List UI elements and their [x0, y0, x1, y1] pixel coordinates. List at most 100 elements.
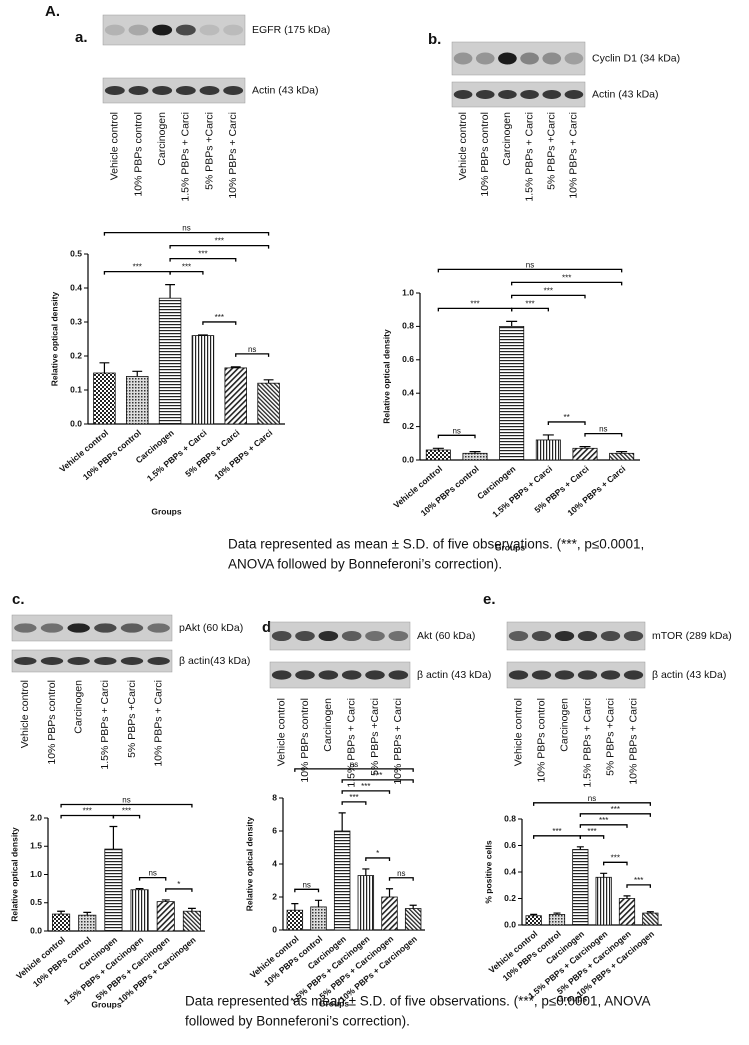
bar: [104, 848, 123, 932]
blot-band: [223, 24, 244, 36]
significance-bracket: [169, 257, 237, 262]
caption: ANOVA followed by Bonneferoni’s correcti…: [228, 557, 502, 572]
x-tick-label: 10% PBPs control: [81, 428, 143, 482]
significance-bracket: [388, 877, 414, 881]
bar: [525, 915, 542, 926]
blot-band: [40, 623, 64, 633]
y-axis-label: Relative optical density: [49, 291, 59, 386]
lane-label: 1.5% PBPs + Carci: [345, 698, 357, 788]
error-bar: [57, 910, 66, 915]
bar: [572, 447, 598, 461]
significance-bracket: [169, 270, 204, 275]
x-axis-label: Groups: [151, 506, 181, 516]
error-bar: [553, 912, 561, 915]
panel-label: e.: [483, 591, 496, 608]
blot-strip: [11, 649, 173, 673]
significance-bracket: [437, 434, 476, 439]
blot-band: [94, 623, 117, 633]
blot-band: [175, 24, 196, 36]
lane-label: 10% PBPs control: [46, 680, 58, 765]
significance-bracket: [626, 884, 651, 888]
significance-label: ***: [182, 263, 191, 272]
significance-bracket: [584, 432, 623, 437]
significance-label: ***: [552, 827, 561, 836]
significance-bracket: [341, 779, 414, 783]
blot-band: [104, 24, 125, 36]
x-axis-label: Groups: [495, 542, 525, 552]
significance-bracket: [437, 268, 623, 273]
blot-band: [271, 670, 292, 680]
significance-label: ns: [148, 869, 156, 878]
y-axis-label: Relative optical density: [381, 329, 391, 424]
blot-band: [175, 86, 196, 95]
lane-label: 10% PBPs + Carci: [392, 698, 404, 785]
significance-label: ***: [544, 286, 553, 295]
lane-label: 10% PBPs control: [299, 698, 311, 783]
blot-band: [152, 86, 173, 95]
significance-label: ***: [525, 299, 534, 308]
bar: [357, 875, 375, 931]
blot-band: [40, 657, 64, 665]
y-tick-label: 0.4: [402, 387, 414, 397]
significance-bracket: [533, 802, 651, 806]
panel-label: a.: [75, 29, 88, 46]
lane-label: Carcinogen: [322, 698, 334, 752]
blot-band: [147, 623, 170, 633]
blot-band: [147, 657, 170, 665]
lane-label: 10% PBPs control: [535, 698, 547, 783]
blot-band: [577, 670, 598, 680]
blot-band: [600, 670, 621, 680]
error-bar: [314, 899, 323, 907]
bar: [158, 297, 182, 425]
band-label: Cyclin D1 (34 kDa): [592, 52, 680, 64]
bar: [191, 335, 215, 425]
significance-label: ns: [248, 345, 256, 354]
significance-bracket: [533, 835, 581, 839]
blot-strip: [506, 661, 646, 689]
band-label: Actin (43 kDa): [592, 88, 659, 100]
y-axis-label: Relative optical density: [244, 816, 254, 911]
band-label: β actin(43 kDa): [179, 655, 250, 667]
bar: [156, 901, 175, 932]
lane-label: Carcinogen: [72, 680, 84, 734]
significance-label: ns: [122, 796, 130, 805]
blot-band: [531, 630, 552, 642]
error-bar: [530, 913, 538, 916]
y-tick-label: 6: [272, 825, 277, 835]
error-bar: [600, 872, 608, 878]
blot-band: [623, 630, 644, 642]
error-bar: [165, 284, 176, 299]
blot-band: [14, 657, 37, 665]
error-bar: [263, 379, 274, 384]
blot-band: [520, 90, 539, 99]
lane-label: 10% PBPs + Carci: [627, 698, 639, 785]
error-bar: [197, 334, 208, 336]
lane-label: 5% PBPs +Carci: [203, 112, 215, 190]
bar: [130, 889, 149, 932]
bar: [333, 830, 351, 931]
blot-band: [508, 630, 529, 642]
error-bar: [409, 904, 417, 909]
significance-label: ns: [350, 760, 358, 769]
bar: [618, 898, 636, 926]
significance-bracket: [437, 307, 513, 312]
significance-bracket: [294, 888, 320, 893]
blot-band: [498, 90, 517, 99]
error-bar: [579, 446, 591, 449]
band-label: β actin (43 kDa): [417, 669, 491, 681]
significance-bracket: [603, 861, 628, 866]
significance-label: ns: [599, 425, 607, 434]
blot-band: [388, 670, 409, 680]
lane-label: Carcinogen: [501, 112, 513, 166]
error-bar: [109, 825, 118, 850]
y-tick-label: 8: [272, 792, 277, 802]
lane-label: Carcinogen: [558, 698, 570, 752]
significance-label: ns: [397, 869, 405, 878]
error-bar: [230, 366, 241, 368]
significance-label: ns: [526, 260, 534, 269]
significance-label: *: [177, 880, 180, 889]
lane-label: 10% PBPs control: [132, 112, 144, 197]
lane-label: Vehicle control: [109, 112, 121, 180]
significance-bracket: [103, 231, 270, 236]
